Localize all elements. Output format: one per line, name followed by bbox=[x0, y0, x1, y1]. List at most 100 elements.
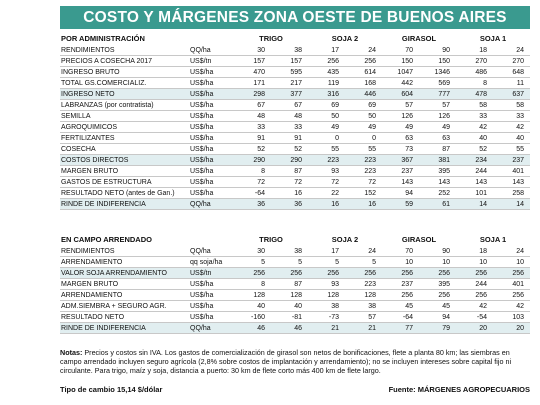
value-cell: 290 bbox=[234, 154, 271, 166]
value-cell: 30 bbox=[234, 246, 271, 257]
row-label: RINDE DE INDIFERENCIA bbox=[60, 198, 188, 210]
table-row: FERTILIZANTES US$/ha 91 91 0 0 63 63 40 40 bbox=[60, 132, 531, 144]
value-cell: 256 bbox=[493, 289, 531, 301]
value-cell: 157 bbox=[271, 55, 308, 67]
value-cell: 143 bbox=[493, 176, 531, 188]
row-label: AGROQUIMICOS bbox=[60, 121, 188, 133]
row-unit: US$/ha bbox=[188, 311, 234, 323]
value-cell: 777 bbox=[419, 88, 457, 100]
value-cell: 637 bbox=[493, 88, 531, 100]
row-label: RENDIMIENTOS bbox=[60, 45, 188, 56]
crop-group-header: SOJA 1 bbox=[479, 235, 507, 245]
value-cell: 45 bbox=[419, 300, 457, 312]
row-label: SEMILLA bbox=[60, 110, 188, 122]
row-unit: US$/ha bbox=[188, 300, 234, 312]
value-cell: 46 bbox=[234, 322, 271, 334]
exchange-rate-note: Tipo de cambio 15,14 $/dólar bbox=[60, 385, 163, 394]
row-unit: qq soja/ha bbox=[188, 256, 234, 268]
footer: Tipo de cambio 15,14 $/dólar Fuente: MÁR… bbox=[60, 385, 530, 394]
value-cell: 256 bbox=[345, 267, 382, 279]
row-label: MARGEN BRUTO bbox=[60, 165, 188, 177]
value-cell: 595 bbox=[271, 66, 308, 78]
value-cell: 5 bbox=[234, 256, 271, 268]
row-label: MARGEN BRUTO bbox=[60, 278, 188, 290]
row-unit: QQ/ha bbox=[188, 246, 234, 257]
table-header-row: EN CAMPO ARRENDADO TRIGO SOJA 2 GIRASOL … bbox=[60, 234, 530, 246]
value-cell: -73 bbox=[308, 311, 345, 323]
row-label: PRECIOS A COSECHA 2017 bbox=[60, 55, 188, 67]
row-label: LABRANZAS (por contratista) bbox=[60, 99, 188, 111]
value-cell: 93 bbox=[308, 278, 345, 290]
value-cell: 223 bbox=[345, 165, 382, 177]
admin-costs-table: POR ADMINISTRACIÓN TRIGO SOJA 2 GIRASOL … bbox=[60, 33, 531, 210]
table-row: AGROQUIMICOS US$/ha 33 33 49 49 49 49 42 42 bbox=[60, 121, 531, 133]
row-label: COSECHA bbox=[60, 143, 188, 155]
value-cell: 50 bbox=[308, 110, 345, 122]
value-cell: 17 bbox=[308, 246, 345, 257]
value-cell: 5 bbox=[308, 256, 345, 268]
value-cell: 256 bbox=[493, 267, 531, 279]
value-cell: 470 bbox=[234, 66, 271, 78]
value-cell: 217 bbox=[271, 77, 308, 89]
table-row: TOTAL GS.COMERCIALIZ. US$/ha 171 217 119 168 4… bbox=[60, 77, 531, 89]
value-cell: 128 bbox=[271, 289, 308, 301]
value-cell: 143 bbox=[419, 176, 457, 188]
value-cell: 256 bbox=[308, 267, 345, 279]
value-cell: 38 bbox=[271, 45, 308, 56]
value-cell: 94 bbox=[382, 187, 419, 199]
row-label: RINDE DE INDIFERENCIA bbox=[60, 322, 188, 334]
value-cell: 24 bbox=[345, 45, 382, 56]
value-cell: -54 bbox=[456, 311, 494, 323]
value-cell: 87 bbox=[271, 278, 308, 290]
value-cell: 150 bbox=[419, 55, 457, 67]
value-cell: 22 bbox=[308, 187, 345, 199]
value-cell: 252 bbox=[419, 187, 457, 199]
value-cell: 77 bbox=[382, 322, 419, 334]
value-cell: 52 bbox=[234, 143, 271, 155]
row-unit: US$/tn bbox=[188, 267, 234, 279]
value-cell: 171 bbox=[234, 77, 271, 89]
row-unit: US$/ha bbox=[188, 110, 234, 122]
value-cell: 49 bbox=[419, 121, 457, 133]
value-cell: 401 bbox=[493, 165, 531, 177]
table-row: COSECHA US$/ha 52 52 55 55 73 87 52 55 bbox=[60, 143, 531, 155]
crop-group-header: TRIGO bbox=[259, 235, 283, 245]
row-unit: US$/ha bbox=[188, 278, 234, 290]
value-cell: 256 bbox=[234, 267, 271, 279]
notes-label: Notas: bbox=[60, 348, 83, 357]
value-cell: 55 bbox=[308, 143, 345, 155]
value-cell: -64 bbox=[382, 311, 419, 323]
value-cell: 223 bbox=[345, 278, 382, 290]
crop-group-header: SOJA 2 bbox=[331, 235, 359, 245]
table-row: RINDE DE INDIFERENCIA QQ/ha 36 36 16 16 59 61 14… bbox=[60, 198, 531, 210]
value-cell: 395 bbox=[419, 165, 457, 177]
value-cell: 5 bbox=[345, 256, 382, 268]
value-cell: 126 bbox=[419, 110, 457, 122]
value-cell: 237 bbox=[382, 278, 419, 290]
value-cell: 8 bbox=[234, 278, 271, 290]
value-cell: 1346 bbox=[419, 66, 457, 78]
value-cell: 58 bbox=[493, 99, 531, 111]
table-row: PRECIOS A COSECHA 2017 US$/tn 157 157 256 256… bbox=[60, 55, 531, 67]
value-cell: 40 bbox=[493, 132, 531, 144]
row-label: RESULTADO NETO (antes de Gan.) bbox=[60, 187, 188, 199]
value-cell: 237 bbox=[382, 165, 419, 177]
value-cell: 478 bbox=[456, 88, 494, 100]
table-row: INGRESO NETO US$/ha 298 377 316 446 604 777 478 6… bbox=[60, 88, 531, 100]
value-cell: 10 bbox=[419, 256, 457, 268]
value-cell: 103 bbox=[493, 311, 531, 323]
crop-group-header: TRIGO bbox=[259, 34, 283, 44]
crop-group-header: SOJA 2 bbox=[331, 34, 359, 44]
row-unit: US$/ha bbox=[188, 66, 234, 78]
value-cell: 234 bbox=[456, 154, 494, 166]
value-cell: 101 bbox=[456, 187, 494, 199]
value-cell: 49 bbox=[345, 121, 382, 133]
value-cell: 143 bbox=[456, 176, 494, 188]
table-row: ARRENDAMIENTO US$/ha 128 128 128 128 256 256 256… bbox=[60, 289, 531, 301]
leased-field-table: EN CAMPO ARRENDADO TRIGO SOJA 2 GIRASOL … bbox=[60, 234, 531, 334]
value-cell: 42 bbox=[456, 121, 494, 133]
value-cell: 24 bbox=[493, 246, 531, 257]
crop-group-header: GIRASOL bbox=[401, 235, 437, 245]
value-cell: 50 bbox=[345, 110, 382, 122]
value-cell: 119 bbox=[308, 77, 345, 89]
